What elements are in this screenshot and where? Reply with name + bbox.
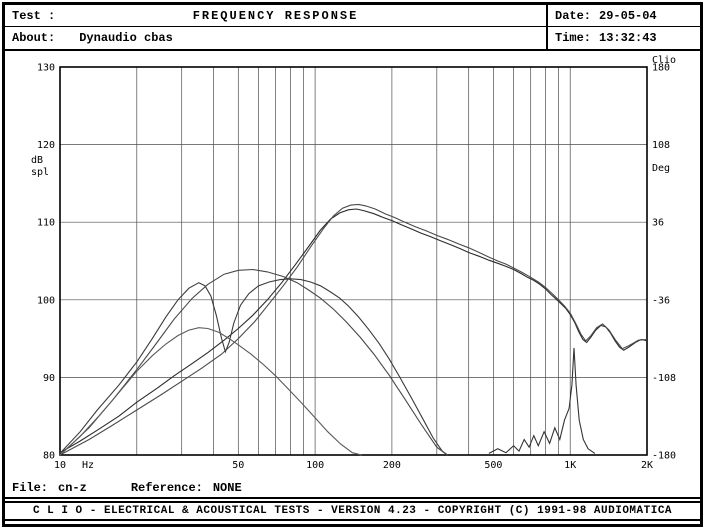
status-text: C L I O - ELECTRICAL & ACOUSTICAL TESTS … <box>32 505 673 517</box>
date-label: Date: <box>555 8 592 23</box>
reference-label: Reference: <box>130 481 203 495</box>
status-bar: C L I O - ELECTRICAL & ACOUSTICAL TESTS … <box>5 501 700 521</box>
svg-text:50: 50 <box>232 460 244 471</box>
header-left-1: Test : FREQUENCY RESPONSE <box>5 5 546 26</box>
svg-text:Deg: Deg <box>652 163 670 174</box>
svg-text:130: 130 <box>37 63 55 74</box>
svg-text:10: 10 <box>54 460 66 471</box>
svg-text:180: 180 <box>652 63 670 74</box>
chart-canvas: 130 120 110 100 90 80 180 108 36 -36 -108 -180 10 50 1… <box>31 55 676 471</box>
svg-text:spl: spl <box>31 167 49 178</box>
frequency-response-chart: 130 120 110 100 90 80 180 108 36 -36 -108 -180 10 50 1… <box>5 51 700 479</box>
svg-text:Hz: Hz <box>82 460 94 471</box>
svg-text:90: 90 <box>43 373 55 384</box>
svg-text:500: 500 <box>484 460 502 471</box>
header-left-2: About: Dynaudio cbas <box>5 27 546 49</box>
svg-text:200: 200 <box>383 460 401 471</box>
about-label: About: <box>12 31 56 45</box>
time-value: 13:32:43 <box>599 31 657 45</box>
file-value: cn-z <box>58 481 87 495</box>
svg-text:-180: -180 <box>652 451 676 462</box>
reference-value: NONE <box>212 481 242 495</box>
file-row: File: cn-z Reference: NONE <box>5 479 700 499</box>
svg-text:108: 108 <box>652 140 670 151</box>
date-value: 29-05-04 <box>599 8 657 23</box>
header-row-2: About: Dynaudio cbas Time: 13:32:43 <box>5 27 700 51</box>
svg-text:100: 100 <box>37 295 55 306</box>
about-value: Dynaudio cbas <box>79 31 173 45</box>
svg-text:dB: dB <box>31 155 43 166</box>
time-cell: Time: 13:32:43 <box>546 27 700 49</box>
svg-text:36: 36 <box>652 218 664 229</box>
svg-text:Clio: Clio <box>652 55 676 66</box>
page-title: FREQUENCY RESPONSE <box>192 8 359 23</box>
svg-text:-36: -36 <box>652 295 670 306</box>
svg-text:2K: 2K <box>641 460 653 471</box>
time-label: Time: <box>555 31 592 45</box>
svg-text:110: 110 <box>37 218 55 229</box>
svg-text:80: 80 <box>43 451 55 462</box>
header-row-1: Test : FREQUENCY RESPONSE Date: 29-05-04 <box>5 5 700 27</box>
file-label: File: <box>12 481 49 495</box>
svg-text:-108: -108 <box>652 373 676 384</box>
test-label: Test : <box>12 8 56 23</box>
date-cell: Date: 29-05-04 <box>546 5 700 26</box>
svg-text:100: 100 <box>306 460 324 471</box>
svg-text:120: 120 <box>37 140 55 151</box>
svg-text:1K: 1K <box>564 460 576 471</box>
